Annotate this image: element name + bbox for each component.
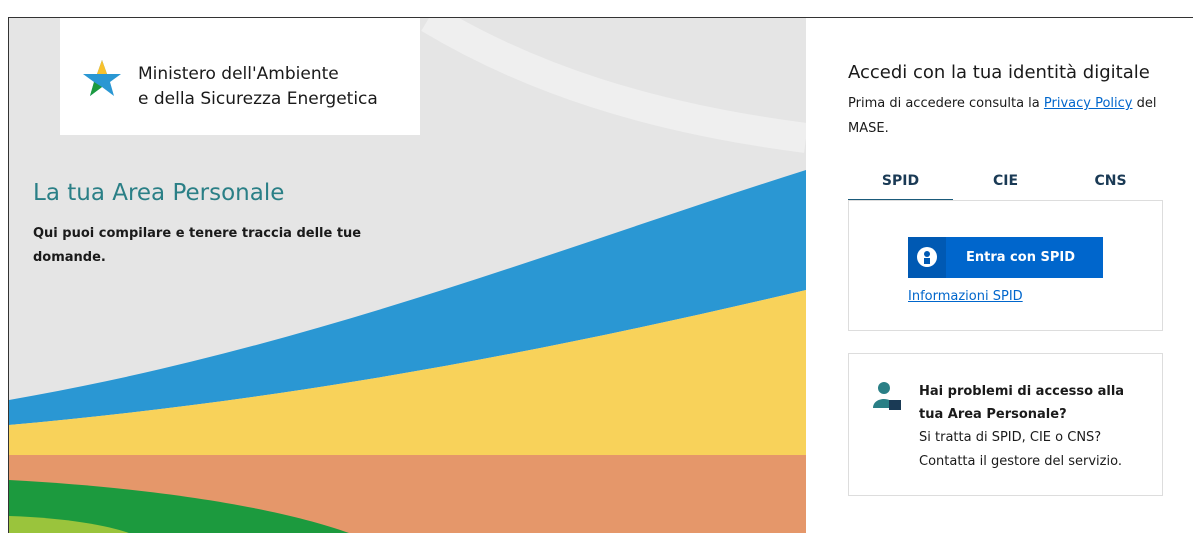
help-icon: [873, 382, 901, 410]
logo[interactable]: Ministero dell'Ambiente e della Sicurezz…: [60, 18, 420, 135]
spid-box: Entra con SPID Informazioni SPID: [848, 200, 1163, 331]
privacy-link[interactable]: Privacy Policy: [1043, 96, 1133, 111]
tab[interactable]: CIE: [992, 173, 1019, 189]
spid-icon: [908, 237, 946, 278]
tabs: SPID CIE CNS: [848, 170, 1163, 201]
help-text: Si tratta di SPID, CIE o CNS? Contatta i…: [919, 430, 1122, 469]
hero-title: La tua Area Personale: [33, 180, 285, 206]
logo-line: e della Sicurezza Energetica: [138, 89, 378, 109]
tab[interactable]: CNS: [1094, 173, 1127, 189]
login-intro: Prima di accedere consulta la Privacy Po…: [848, 91, 1164, 141]
help-title: Hai problemi di accesso alla tua Area Pe…: [919, 384, 1125, 422]
tab[interactable]: SPID: [848, 170, 953, 201]
button-label: Entra con SPID: [966, 250, 1075, 265]
intro-text: Prima di accedere consulta la: [848, 96, 1040, 111]
help-box: Hai problemi di accesso alla tua Area Pe…: [848, 353, 1163, 496]
logo-icon: [83, 60, 121, 96]
spid-button[interactable]: Entra con SPID: [908, 237, 1103, 278]
frame: [8, 17, 1193, 533]
logo-line: Ministero dell'Ambiente: [138, 64, 339, 84]
hero-waves: [9, 18, 806, 533]
login-header: Accedi con la tua identità digitale Prim…: [848, 62, 1164, 141]
hero-panel: Ministero dell'Ambiente e della Sicurezz…: [9, 18, 806, 533]
intro-text: del MASE.: [848, 96, 1157, 136]
hero-subtitle: Qui puoi compilare e tenere traccia dell…: [33, 226, 362, 265]
login-title: Accedi con la tua identità digitale: [848, 62, 1150, 83]
spid-info-link[interactable]: Informazioni SPID: [908, 289, 1023, 304]
